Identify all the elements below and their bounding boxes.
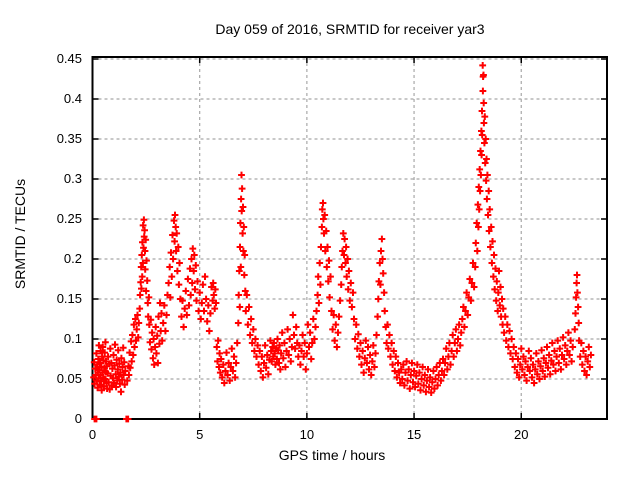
x-tick-label: 0 <box>88 427 97 442</box>
y-tick-label: 0.15 <box>56 291 82 306</box>
chart-title: Day 059 of 2016, SRMTID for receiver yar… <box>215 21 485 37</box>
y-tick-label: 0.35 <box>56 131 82 146</box>
x-tick-label: 20 <box>514 427 529 442</box>
x-tick-label: 5 <box>196 427 204 442</box>
plot-border <box>91 56 608 420</box>
y-tick-label: 0.2 <box>63 251 82 266</box>
y-tick-label: 0.3 <box>63 171 82 186</box>
x-axis-label: GPS time / hours <box>278 447 386 463</box>
grid-lines <box>92 57 607 419</box>
y-tick-label: 0.25 <box>56 211 82 226</box>
y-tick-label: 0 <box>74 411 82 426</box>
y-tick-label: 0.45 <box>56 51 82 66</box>
data-points <box>90 62 595 423</box>
x-tick-label: 15 <box>406 427 422 442</box>
y-tick-label: 0.05 <box>56 371 82 386</box>
y-tick-label: 0.4 <box>63 91 82 106</box>
y-tick-label: 0.1 <box>63 331 82 346</box>
x-tick-label: 10 <box>299 427 315 442</box>
